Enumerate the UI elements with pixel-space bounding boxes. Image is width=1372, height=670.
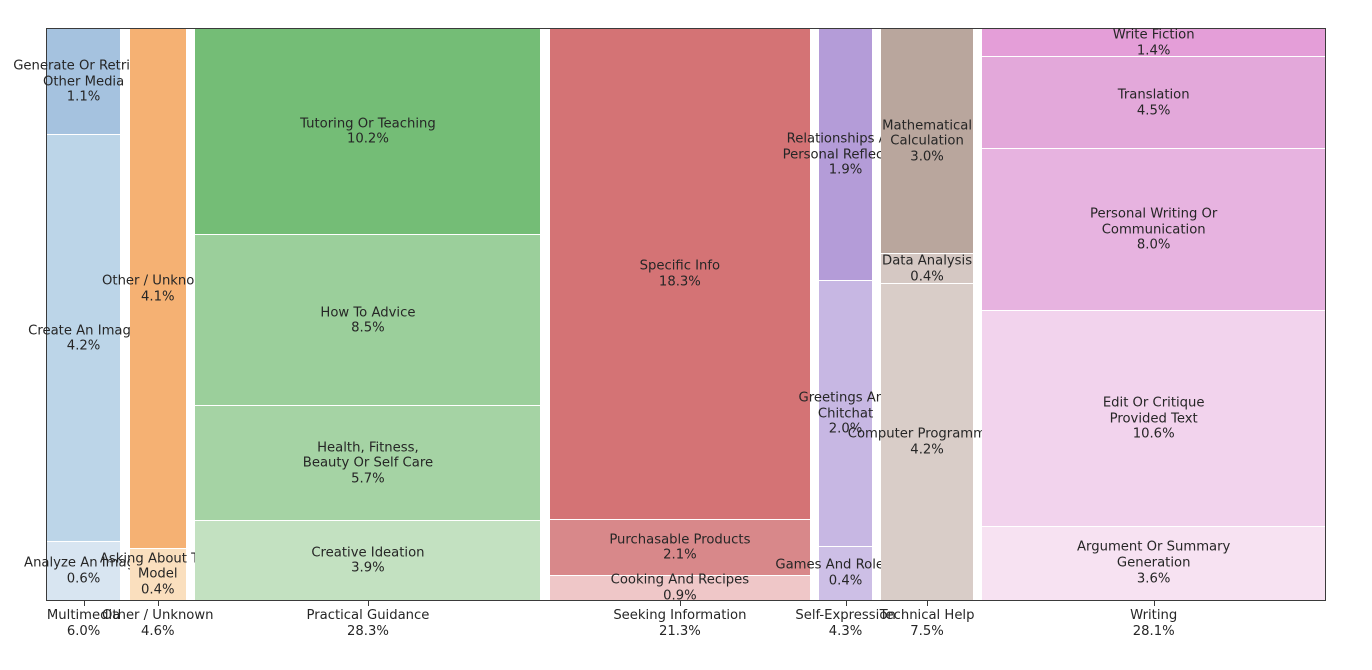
mosaic-column-multimedia[interactable]: Generate Or Retrieve Other Media 1.1% Creat… — [13, 29, 154, 600]
category-percent: 21.3% — [658, 623, 701, 639]
x-axis-tick — [679, 601, 681, 606]
category-percent: 6.0% — [66, 623, 101, 639]
category-name: Practical Guidance — [306, 608, 430, 623]
mosaic-column-writing[interactable]: Write Fiction 1.4% Translation 4.5% Personal… — [982, 28, 1325, 600]
x-axis-label-self-expression: Self-Expression 4.3% — [795, 608, 895, 640]
x-axis-label-technical-help: Technical Help 7.5% — [880, 608, 975, 640]
mosaic-column-other-unknown[interactable]: Other / Unknown 4.1% Asking About The Model… — [100, 29, 216, 600]
mosaic-segment-tutoring-or-teaching[interactable] — [195, 29, 541, 235]
x-axis-tick — [927, 601, 929, 606]
mosaic-segment-mathematical-calculation[interactable] — [881, 29, 973, 255]
x-axis-label-multimedia: Multimedia 6.0% — [47, 608, 120, 640]
mosaic-segment-how-to-advice[interactable] — [195, 234, 541, 407]
mosaic-segment-asking-about-the-model[interactable] — [129, 549, 186, 600]
category-percent: 7.5% — [910, 623, 944, 639]
mosaic-segment-write-fiction[interactable] — [982, 29, 1325, 58]
mosaic-column-technical-help[interactable]: Mathematical Calculation 3.0% Data Analysis… — [848, 29, 1006, 600]
category-percent: 28.3% — [346, 623, 389, 639]
mosaic-segment-games-and-role-play[interactable] — [819, 546, 872, 600]
mosaic-segment-analyze-an-image[interactable] — [47, 541, 121, 600]
category-name: Multimedia — [46, 608, 121, 623]
mosaic-segment-data-analysis[interactable] — [881, 254, 973, 285]
mosaic-column-seeking-information[interactable]: Specific Info 18.3% Purchasable Products 2.… — [550, 29, 810, 603]
x-axis-label-practical-guidance: Practical Guidance 28.3% — [306, 608, 429, 640]
x-axis-label-other-unknown: Other / Unknown 4.6% — [102, 608, 214, 640]
mosaic-segment-specific-info[interactable] — [550, 29, 810, 520]
mosaic-segment-creative-ideation[interactable] — [195, 521, 541, 600]
category-name: Writing — [1130, 608, 1178, 623]
category-name: Seeking Information — [613, 608, 747, 623]
mosaic-segment-create-an-image[interactable] — [47, 135, 121, 542]
category-percent: 4.3% — [828, 623, 863, 639]
category-percent: 28.1% — [1132, 623, 1175, 639]
mosaic-column-self-expression[interactable]: Relationships And Personal Reflection 1.9%… — [775, 29, 916, 600]
x-axis-tick — [367, 601, 369, 606]
mosaic-segment-greetings-and-chitchat[interactable] — [819, 281, 872, 547]
mosaic-segment-translation[interactable] — [982, 57, 1325, 149]
mosaic-segment-purchasable-products[interactable] — [550, 519, 810, 576]
mosaic-segment-edit-or-critique-provided-text[interactable] — [982, 311, 1325, 527]
mosaic-segment-computer-programming[interactable] — [881, 284, 973, 600]
mosaic-column-practical-guidance[interactable]: Tutoring Or Teaching 10.2% How To Advice 8.… — [195, 29, 541, 600]
mosaic-segment-other-unknown[interactable] — [129, 29, 186, 550]
category-name: Other / Unknown — [102, 608, 214, 623]
x-axis-tick — [157, 601, 159, 606]
mosaic-segment-argument-or-summary-generation[interactable] — [982, 526, 1325, 600]
mosaic-segment-relationships-and-personal-reflection[interactable] — [819, 29, 872, 282]
mosaic-segment-personal-writing-or-communication[interactable] — [982, 148, 1325, 312]
category-name: Self-Expression — [795, 608, 896, 623]
mosaic-segment-health-fitness-beauty-or-self-care[interactable] — [195, 406, 541, 522]
plot-area: Generate Or Retrieve Other Media 1.1% Creat… — [13, 28, 1326, 603]
mosaic-segment-generate-or-retrieve-other-media[interactable] — [47, 29, 121, 136]
x-axis-label-writing: Writing 28.1% — [1130, 608, 1177, 640]
x-axis-label-seeking-information: Seeking Information 21.3% — [613, 608, 746, 640]
category-name: Technical Help — [879, 608, 975, 623]
x-axis-tick — [845, 601, 847, 606]
x-axis-tick — [1153, 601, 1155, 606]
category-percent: 4.6% — [141, 623, 175, 639]
x-axis-tick — [83, 601, 85, 606]
mosaic-segment-cooking-and-recipes[interactable] — [550, 575, 810, 600]
